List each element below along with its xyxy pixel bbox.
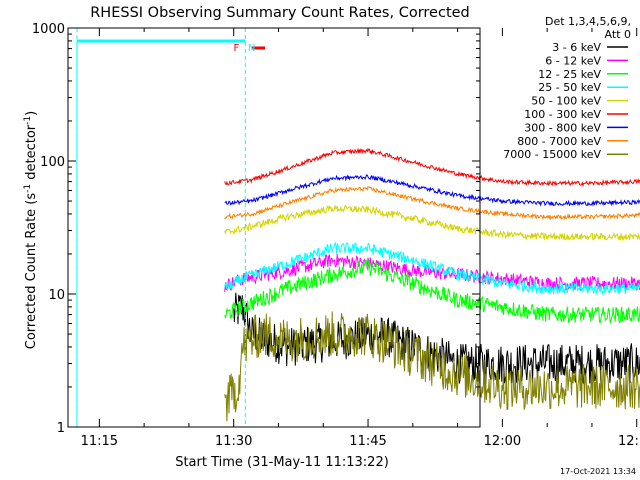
- y-tick-label: 10: [48, 288, 65, 303]
- chart-title: RHESSI Observing Summary Count Rates, Co…: [90, 5, 470, 21]
- series-line-7000-15000-kev-kev: [224, 311, 640, 422]
- x-tick-label: 11:30: [215, 434, 252, 449]
- x-axis-label: Start Time (31-May-11 11:13:22): [175, 455, 389, 470]
- legend-label-50-100-kev-kev: 50 - 100 keV: [531, 95, 601, 108]
- series-line-6-12-kev-kev: [224, 253, 640, 292]
- legend-label-300-800-kev-kev: 300 - 800 keV: [524, 121, 601, 134]
- legend-label-100-300-kev-kev: 100 - 300 keV: [524, 108, 601, 121]
- legend-label-12-25-kev-kev: 12 - 25 keV: [538, 68, 601, 81]
- legend-label-3-6-kev-kev: 3 - 6 keV: [552, 41, 601, 54]
- legend-label-25-50-kev-kev: 25 - 50 keV: [538, 81, 601, 94]
- state-label-f: F: [233, 43, 239, 54]
- legend-label-800-7000-kev-kev: 800 - 7000 keV: [517, 135, 601, 148]
- series-line-300-800-kev-kev: [224, 174, 640, 207]
- series-line-12-25-kev-kev: [224, 258, 640, 325]
- y-tick-label: 1: [57, 421, 65, 436]
- series-line-800-7000-kev-kev: [224, 186, 640, 221]
- y-axis-label: Corrected Count Rate (s-1 detector-1): [23, 111, 39, 349]
- y-axis-label-sup2: -1: [23, 116, 33, 125]
- y-tick-label: 100: [40, 155, 65, 170]
- legend-label-6-12-kev-kev: 6 - 12 keV: [545, 54, 601, 67]
- y-axis-label-sup1: -1: [23, 184, 33, 193]
- y-axis-label-mid: detector: [24, 124, 39, 184]
- state-label-n: N: [248, 43, 255, 54]
- x-tick-label: 11:15: [81, 434, 118, 449]
- footer-date: 17-Oct-2021 13:34: [560, 467, 636, 476]
- legend-header-line-2: Att 0: [605, 28, 631, 41]
- y-tick-label: 1000: [32, 22, 65, 37]
- y-axis-label-end: ): [24, 111, 39, 116]
- plot-frame: [67, 27, 481, 428]
- series-line-25-50-kev-kev: [224, 241, 640, 296]
- x-tick-label: 12:00: [484, 434, 521, 449]
- series-line-50-100-kev-kev: [224, 204, 640, 242]
- series-line-100-300-kev-kev: [224, 147, 640, 187]
- series-layer: [224, 147, 640, 422]
- y-axis-label-main: Corrected Count Rate (s: [24, 193, 39, 350]
- axis-layer: 11:1511:3011:4512:0012:1512:3012:4511010…: [32, 22, 640, 449]
- x-tick-label: 12:15: [618, 434, 640, 449]
- x-tick-label: 11:45: [349, 434, 386, 449]
- legend-header-line-1: Det 1,3,4,5,6,9,: [545, 15, 631, 28]
- legend-label-7000-15000-kev-kev: 7000 - 15000 keV: [503, 148, 601, 161]
